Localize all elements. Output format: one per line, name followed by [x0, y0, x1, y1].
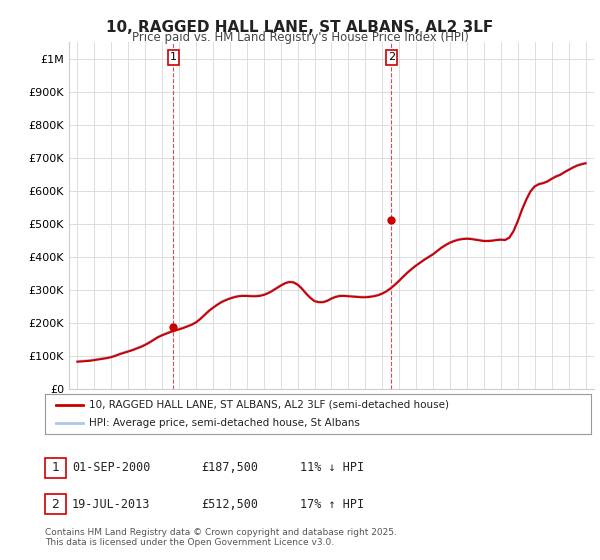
Text: 10, RAGGED HALL LANE, ST ALBANS, AL2 3LF: 10, RAGGED HALL LANE, ST ALBANS, AL2 3LF [106, 20, 494, 35]
Text: 1: 1 [52, 461, 59, 474]
Text: £512,500: £512,500 [201, 497, 258, 511]
Text: 2: 2 [388, 53, 395, 62]
Text: 17% ↑ HPI: 17% ↑ HPI [300, 497, 364, 511]
Text: 10, RAGGED HALL LANE, ST ALBANS, AL2 3LF (semi-detached house): 10, RAGGED HALL LANE, ST ALBANS, AL2 3LF… [89, 400, 449, 410]
Text: 11% ↓ HPI: 11% ↓ HPI [300, 461, 364, 474]
Text: Contains HM Land Registry data © Crown copyright and database right 2025.
This d: Contains HM Land Registry data © Crown c… [45, 528, 397, 547]
Text: 19-JUL-2013: 19-JUL-2013 [72, 497, 151, 511]
Text: £187,500: £187,500 [201, 461, 258, 474]
Text: 01-SEP-2000: 01-SEP-2000 [72, 461, 151, 474]
Text: 1: 1 [170, 53, 177, 62]
Text: 2: 2 [52, 497, 59, 511]
Text: Price paid vs. HM Land Registry's House Price Index (HPI): Price paid vs. HM Land Registry's House … [131, 31, 469, 44]
Text: HPI: Average price, semi-detached house, St Albans: HPI: Average price, semi-detached house,… [89, 418, 359, 428]
